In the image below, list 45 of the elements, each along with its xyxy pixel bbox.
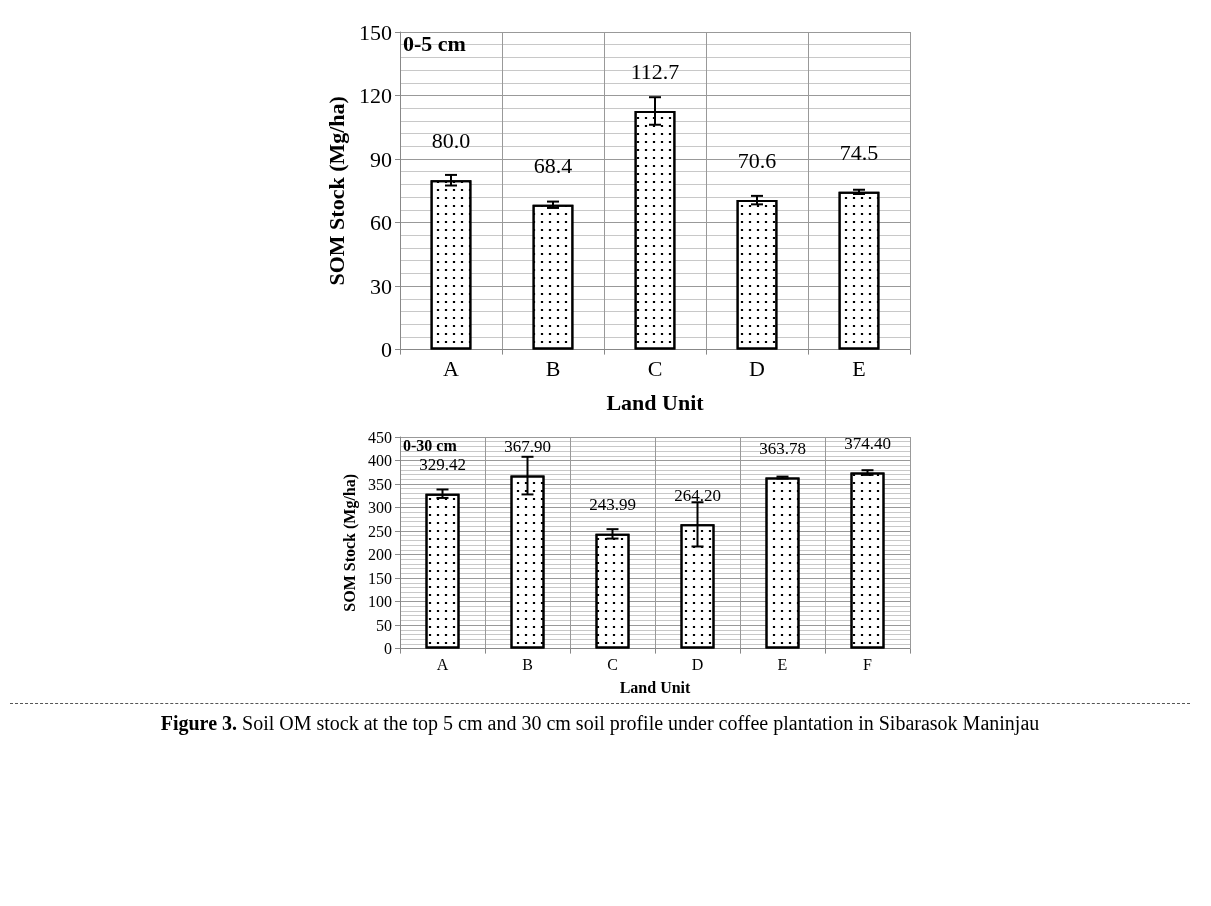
- x-tick-label: E: [777, 656, 788, 674]
- y-tick-label: 90: [370, 146, 392, 172]
- y-tick-label: 400: [368, 452, 392, 470]
- data-label: 80.0: [431, 128, 471, 154]
- y-axis-title: SOM Stock (Mg/ha): [323, 96, 349, 286]
- data-label: 329.42: [419, 454, 466, 474]
- data-label: 74.5: [839, 139, 879, 165]
- y-tick-label: 200: [368, 546, 392, 564]
- x-tick-label: A: [443, 356, 460, 382]
- y-tick-label: 60: [370, 210, 392, 236]
- caption: Figure 3. Soil OM stock at the top 5 cm and 30 cm soil profile under coffee plantation in Sibarasok Maninjau: [10, 703, 1190, 735]
- y-tick-label: 350: [368, 475, 392, 493]
- y-axis-title: SOM Stock (Mg/ha): [340, 473, 359, 612]
- data-label: 68.4: [533, 152, 573, 178]
- x-tick-label: C: [607, 656, 618, 674]
- x-tick-label: D: [749, 356, 765, 382]
- x-tick-label: B: [545, 356, 561, 382]
- y-tick-label: 120: [359, 83, 392, 109]
- y-tick-label: 100: [368, 593, 392, 611]
- data-label: 112.7: [630, 58, 680, 84]
- y-tick-label: 250: [368, 522, 392, 540]
- data-label: 70.6: [737, 148, 777, 174]
- data-label: 363.78: [759, 438, 806, 458]
- y-tick-label: 150: [359, 19, 392, 45]
- x-axis-title: Land Unit: [606, 389, 705, 415]
- annotation: 0-30 cm: [403, 436, 458, 454]
- x-tick-label: D: [691, 656, 704, 674]
- data-label: 264.20: [674, 485, 721, 505]
- y-tick-label: 300: [368, 499, 392, 517]
- data-label: 243.99: [589, 495, 636, 515]
- x-axis-title: Land Unit: [619, 678, 692, 696]
- y-tick-label: 0: [384, 640, 392, 658]
- y-tick-label: 150: [368, 569, 392, 587]
- x-tick-label: C: [647, 356, 663, 382]
- data-label: 374.40: [844, 433, 891, 453]
- x-tick-label: E: [852, 356, 866, 382]
- y-tick-label: 0: [381, 337, 392, 363]
- x-tick-label: B: [522, 656, 533, 674]
- x-tick-label: A: [436, 656, 449, 674]
- x-tick-label: F: [863, 656, 873, 674]
- y-tick-label: 450: [368, 428, 392, 446]
- data-label: 367.90: [504, 436, 551, 456]
- y-tick-label: 50: [376, 616, 392, 634]
- annotation: 0-5 cm: [403, 30, 466, 56]
- y-tick-label: 30: [370, 273, 392, 299]
